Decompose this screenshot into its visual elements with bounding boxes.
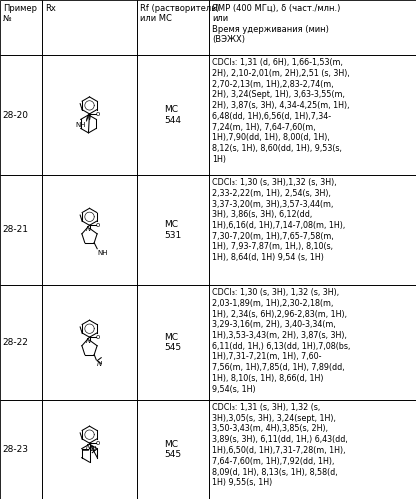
- Bar: [137, 285, 209, 400]
- Text: o: o: [96, 222, 100, 229]
- Text: МС
545: МС 545: [164, 333, 181, 352]
- Bar: [42, 285, 137, 400]
- Text: 28-22: 28-22: [2, 338, 28, 347]
- Text: o: o: [96, 440, 100, 446]
- Bar: [137, 55, 209, 175]
- Bar: [209, 400, 416, 499]
- Text: 28-20: 28-20: [2, 110, 28, 119]
- Text: O: O: [88, 446, 94, 452]
- Text: o: o: [96, 111, 100, 117]
- Text: N: N: [86, 444, 91, 450]
- Text: Rx: Rx: [45, 4, 56, 13]
- Bar: [0, 285, 42, 400]
- Text: CDCl₃: 1,30 (s, 3H), 1,32 (s, 3H),
2,03-1,89(m, 1H),2,30-2,18(m,
1H), 2,34(s, 6H: CDCl₃: 1,30 (s, 3H), 1,32 (s, 3H), 2,03-…: [212, 288, 350, 394]
- Text: ЯМР (400 МГц), δ (част./млн.)
или
Время удерживания (мин)
(ВЭЖХ): ЯМР (400 МГц), δ (част./млн.) или Время …: [212, 4, 340, 44]
- Text: N: N: [91, 446, 96, 452]
- Text: Rf (растворитель)
или МС: Rf (растворитель) или МС: [140, 4, 219, 23]
- Text: N: N: [86, 227, 91, 233]
- Text: МС
544: МС 544: [164, 105, 181, 125]
- Text: N: N: [97, 361, 102, 367]
- Text: NH: NH: [98, 250, 108, 256]
- Bar: [42, 0, 137, 55]
- Bar: [137, 400, 209, 499]
- Bar: [209, 0, 416, 55]
- Text: 28-21: 28-21: [2, 226, 28, 235]
- Bar: [42, 55, 137, 175]
- Bar: [209, 285, 416, 400]
- Bar: [0, 175, 42, 285]
- Text: N: N: [86, 115, 91, 121]
- Bar: [42, 400, 137, 499]
- Text: CDCl₃: 1,30 (s, 3H),1,32 (s, 3H),
2,33-2,22(m, 1H), 2,54(s, 3H),
3,37-3,20(m, 3H: CDCl₃: 1,30 (s, 3H),1,32 (s, 3H), 2,33-2…: [212, 178, 345, 262]
- Bar: [42, 175, 137, 285]
- Bar: [0, 400, 42, 499]
- Text: Пример
№: Пример №: [3, 4, 37, 23]
- Text: МС
545: МС 545: [164, 440, 181, 459]
- Bar: [209, 55, 416, 175]
- Bar: [0, 0, 42, 55]
- Text: МС
531: МС 531: [164, 220, 182, 240]
- Text: 28-23: 28-23: [2, 445, 28, 454]
- Text: NH: NH: [75, 122, 86, 128]
- Text: N: N: [86, 338, 91, 344]
- Bar: [137, 0, 209, 55]
- Text: o: o: [96, 334, 100, 340]
- Bar: [137, 175, 209, 285]
- Text: CDCl₃: 1,31 (s, 3H), 1,32 (s,
3H),3,05(s, 3H), 3,24(sept, 1H),
3,50-3,43(m, 4H),: CDCl₃: 1,31 (s, 3H), 1,32 (s, 3H),3,05(s…: [212, 403, 348, 487]
- Bar: [0, 55, 42, 175]
- Bar: [209, 175, 416, 285]
- Text: CDCl₃: 1,31 (d, 6H), 1,66-1,53(m,
2H), 2,10-2,01(m, 2H),2,51 (s, 3H),
2,70-2,13(: CDCl₃: 1,31 (d, 6H), 1,66-1,53(m, 2H), 2…: [212, 58, 350, 164]
